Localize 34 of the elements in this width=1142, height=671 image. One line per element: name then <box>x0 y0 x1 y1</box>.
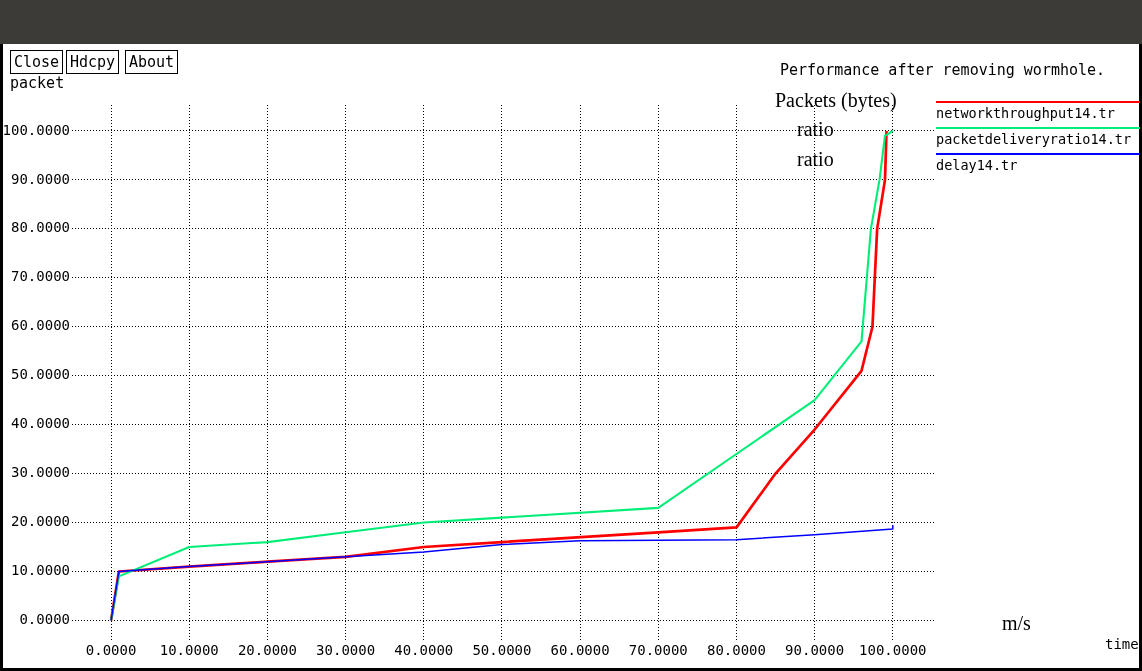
x-tick-label: 80.0000 <box>706 642 766 659</box>
x-tick-label: 90.0000 <box>785 642 845 659</box>
text: networkthroughput14.tr <box>936 105 1116 121</box>
text: delay14.tr <box>936 157 1019 173</box>
y-tick-label: 100.0000 <box>2 121 70 138</box>
x-tick-label: 40.0000 <box>394 642 454 659</box>
y-tick-label: 60.0000 <box>10 317 70 334</box>
x-tick-label: 50.0000 <box>472 642 532 659</box>
text: About <box>125 50 179 74</box>
text: packetdeliveryratio14.tr <box>936 131 1133 147</box>
annotation: Packets (bytes) <box>775 89 897 112</box>
x-tick-label: 0.0000 <box>85 642 137 659</box>
x-tick-label: 30.0000 <box>316 642 376 659</box>
text: Close <box>10 50 64 74</box>
y-tick-label: 0.0000 <box>19 611 70 628</box>
y-tick-label: 80.0000 <box>10 219 70 236</box>
y-tick-label: 50.0000 <box>10 366 70 383</box>
x-tick-label: 10.0000 <box>159 642 219 659</box>
x-tick-label: 100.0000 <box>859 642 927 659</box>
text: Hdcpy <box>66 50 120 74</box>
y-tick-label: 40.0000 <box>10 415 70 432</box>
x-tick-label: 70.0000 <box>628 642 688 659</box>
y-tick-label: 10.0000 <box>10 562 70 579</box>
y-tick-label: 90.0000 <box>10 170 70 187</box>
chart-title: Performance after removing wormhole. <box>780 61 1106 79</box>
y-tick-label: 70.0000 <box>10 268 70 285</box>
y-tick-label: 30.0000 <box>10 464 70 481</box>
annotation: ratio <box>797 148 834 171</box>
text: m/s <box>1002 612 1031 635</box>
x-tick-label: 60.0000 <box>550 642 610 659</box>
x-tick-label: 20.0000 <box>237 642 297 659</box>
y-axis-title: packet <box>10 74 65 92</box>
text: time <box>1105 636 1139 652</box>
y-tick-label: 20.0000 <box>10 513 70 530</box>
